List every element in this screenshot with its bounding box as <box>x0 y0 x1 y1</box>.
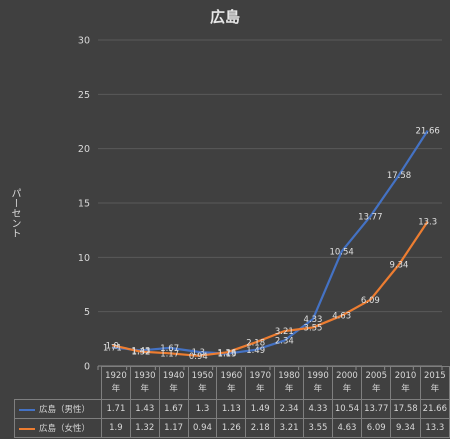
data-label: 2.34 <box>275 337 294 347</box>
table-cell: 6.09 <box>361 418 392 438</box>
table-cell: 1.3 <box>187 399 218 419</box>
table-cell: 1.17 <box>158 418 189 438</box>
y-tick-label: 15 <box>78 199 90 210</box>
data-label: 4.33 <box>304 315 323 325</box>
data-label: 1.17 <box>160 349 179 359</box>
y-tick-label: 25 <box>78 90 90 101</box>
y-tick-label: 5 <box>84 307 90 318</box>
table-cell: 13.77 <box>361 399 392 419</box>
table-cell: 9.34 <box>390 418 421 438</box>
x-tick-label: 1940 年 <box>158 366 189 400</box>
table-cell: 3.55 <box>303 418 333 438</box>
data-label: 1.32 <box>132 348 151 358</box>
x-tick-label: 2000 年 <box>331 366 363 400</box>
table-cell: 17.58 <box>390 399 421 419</box>
x-tick-label: 1920 年 <box>100 366 131 400</box>
legend-entry: 広島（男性） <box>14 399 102 419</box>
table-row: 広島（男性） 1.71 1.43 1.67 1.3 1.13 1.49 2.34 4.33 10.… <box>14 399 450 419</box>
table-cell: 1.43 <box>129 399 160 419</box>
series-line-female <box>112 220 429 357</box>
x-tick-label: 1960 年 <box>216 366 247 400</box>
legend-entry: 広島（女性） <box>14 418 102 438</box>
x-tick-label: 1930 年 <box>129 366 160 400</box>
x-tick-label: 1990 年 <box>303 366 333 400</box>
data-label: 1.49 <box>246 346 265 356</box>
table-cell: 1.13 <box>216 399 247 419</box>
legend-label: 広島（女性） <box>39 424 91 434</box>
legend-key <box>19 427 35 430</box>
y-axis-label: パーセント <box>9 188 20 238</box>
x-tick-label: 1980 年 <box>274 366 304 400</box>
data-label: 4.63 <box>332 312 351 322</box>
table-cell: 1.9 <box>100 418 131 438</box>
data-label: 17.58 <box>387 171 411 181</box>
y-tick-label: 10 <box>78 253 90 264</box>
data-label: 10.54 <box>329 247 353 257</box>
table-cell: 10.54 <box>331 399 363 419</box>
data-label: 1.71 <box>103 343 122 353</box>
data-label: 3.21 <box>275 327 294 337</box>
x-tick-label: 2005 年 <box>361 366 392 400</box>
x-tick-label: 1970 年 <box>245 366 276 400</box>
table-cell: 1.26 <box>216 418 247 438</box>
data-label: 1.13 <box>218 350 237 360</box>
table-cell: 2.18 <box>245 418 276 438</box>
table-cell: 1.32 <box>129 418 160 438</box>
table-row: 広島（女性） 1.9 1.32 1.17 0.94 1.26 2.18 3.21 3.55 4.6… <box>14 418 450 438</box>
data-label: 1.9 <box>106 341 120 351</box>
legend-key <box>19 408 35 411</box>
table-cell: 2.34 <box>274 399 304 419</box>
table-cell: 1.71 <box>100 399 131 419</box>
x-tick-label: 2010 年 <box>390 366 421 400</box>
data-label: 1.3 <box>192 348 206 358</box>
data-label: 2.18 <box>246 338 265 348</box>
data-label: 9.34 <box>390 261 409 271</box>
table-cell: 3.21 <box>274 418 304 438</box>
data-table: 1920 年 1930 年 1940 年 1950 年 1960 年 1970 年 1980 年 1990 年… <box>14 366 450 438</box>
table-cell: 1.67 <box>158 399 189 419</box>
chart-title: 広島 <box>209 8 240 26</box>
y-tick-label: 30 <box>78 36 90 47</box>
legend-label: 広島（男性） <box>39 405 91 415</box>
table-cell: 21.66 <box>419 399 450 419</box>
x-tick-label: 2015 年 <box>419 366 450 400</box>
data-label: 13.77 <box>358 212 382 222</box>
data-label: 13.3 <box>418 217 437 227</box>
table-cell: 13.3 <box>419 418 450 438</box>
table-cell: 4.63 <box>331 418 363 438</box>
data-label: 6.09 <box>361 296 380 306</box>
x-tick-label: 1950 年 <box>187 366 218 400</box>
table-cell: 0.94 <box>187 418 218 438</box>
y-tick-label: 20 <box>78 144 90 155</box>
table-header-row: 1920 年 1930 年 1940 年 1950 年 1960 年 1970 年 1980 年 1990 年… <box>14 366 450 400</box>
table-corner <box>14 366 102 400</box>
data-label: 3.55 <box>304 323 323 333</box>
series-line-male <box>112 130 429 355</box>
data-label: 21.66 <box>415 127 439 137</box>
table-cell: 1.49 <box>245 399 276 419</box>
data-label: 1.26 <box>218 348 237 358</box>
data-label: 1.67 <box>160 344 179 354</box>
data-label: 1.43 <box>132 346 151 356</box>
table-cell: 4.33 <box>303 399 333 419</box>
data-label: 0.94 <box>189 352 208 362</box>
